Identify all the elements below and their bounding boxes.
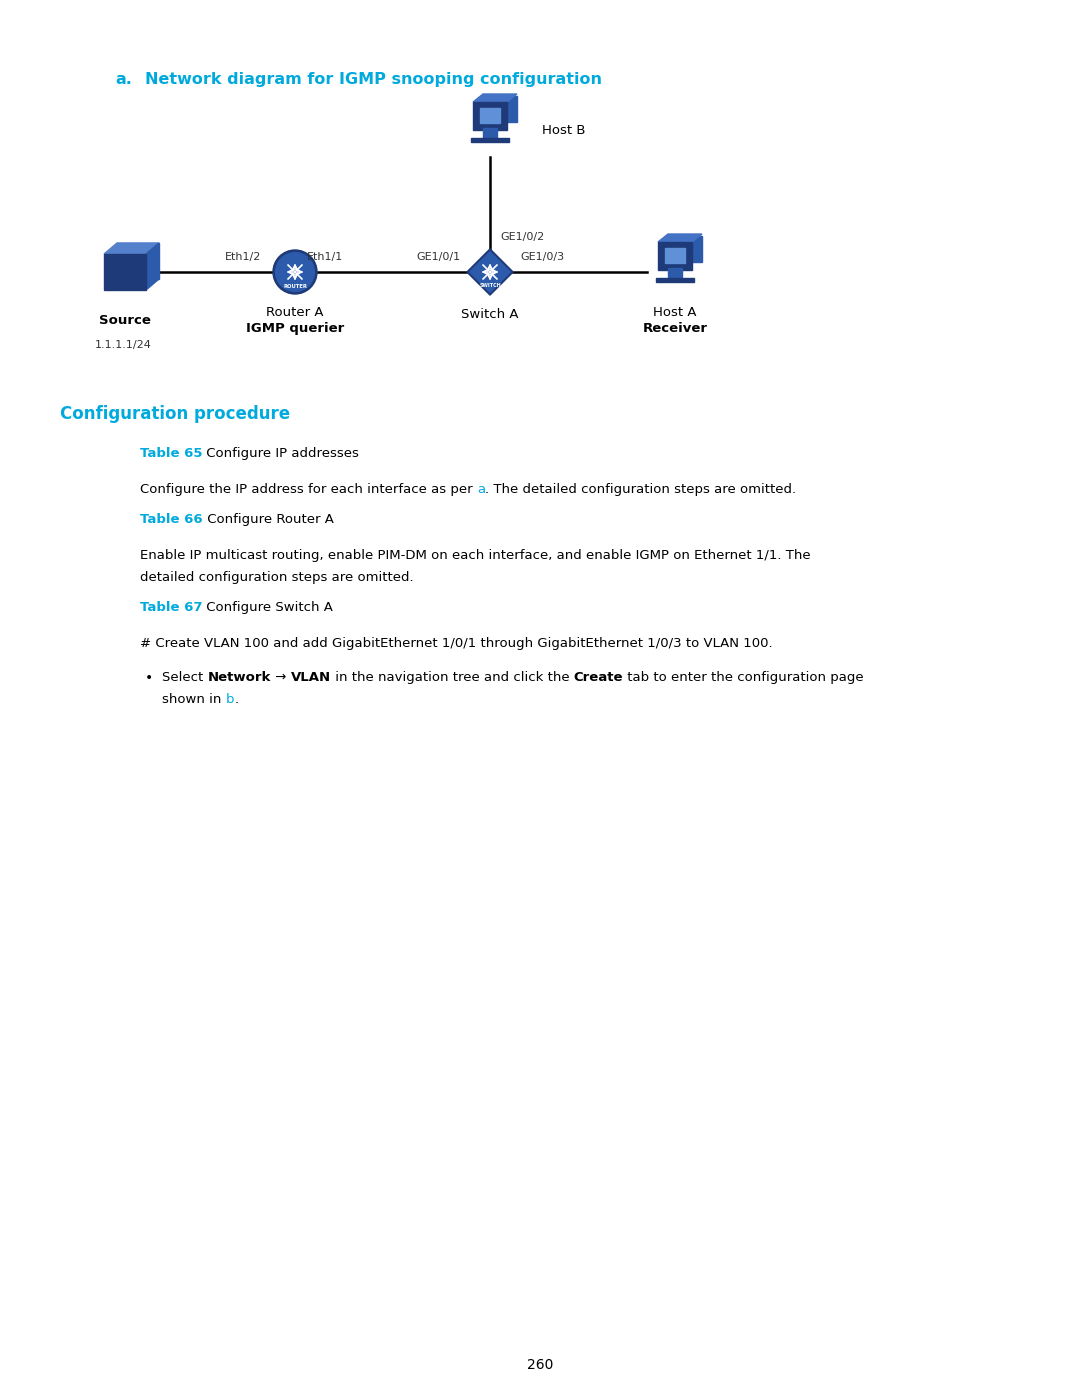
Text: ROUTER: ROUTER (283, 285, 307, 289)
Text: Enable IP multicast routing, enable PIM-DM on each interface, and enable IGMP on: Enable IP multicast routing, enable PIM-… (140, 549, 811, 562)
Text: GE1/0/1: GE1/0/1 (416, 251, 460, 263)
Text: Host A: Host A (653, 306, 697, 319)
Text: Configure Router A: Configure Router A (203, 513, 334, 527)
Text: Create: Create (573, 671, 623, 685)
Text: . The detailed configuration steps are omitted.: . The detailed configuration steps are o… (485, 483, 796, 496)
Text: GE1/0/3: GE1/0/3 (519, 251, 564, 263)
Circle shape (273, 250, 318, 293)
Polygon shape (657, 278, 693, 282)
Text: SWITCH: SWITCH (480, 282, 501, 288)
Text: Network diagram for IGMP snooping configuration: Network diagram for IGMP snooping config… (145, 73, 602, 87)
Text: 260: 260 (527, 1358, 553, 1372)
Text: .: . (234, 693, 239, 705)
Text: a.: a. (114, 73, 132, 87)
Text: tab to enter the configuration page: tab to enter the configuration page (623, 671, 864, 685)
Text: Source: Source (99, 314, 151, 327)
Text: Receiver: Receiver (643, 321, 707, 335)
Text: Configure the IP address for each interface as per: Configure the IP address for each interf… (140, 483, 477, 496)
Polygon shape (117, 243, 159, 279)
Polygon shape (473, 94, 517, 102)
Text: shown in: shown in (162, 693, 226, 705)
Text: Network: Network (207, 671, 271, 685)
Text: IGMP querier: IGMP querier (246, 321, 345, 335)
Text: Eth1/2: Eth1/2 (225, 251, 261, 263)
Polygon shape (104, 254, 146, 291)
Polygon shape (146, 243, 159, 291)
Polygon shape (669, 236, 702, 263)
Polygon shape (471, 138, 509, 142)
Polygon shape (467, 249, 513, 295)
Text: VLAN: VLAN (291, 671, 330, 685)
Text: Select: Select (162, 671, 207, 685)
Polygon shape (658, 242, 692, 270)
Text: Configuration procedure: Configuration procedure (60, 405, 291, 423)
Text: Switch A: Switch A (461, 307, 518, 321)
Text: Configure Switch A: Configure Switch A (203, 601, 334, 615)
Polygon shape (483, 96, 517, 122)
Polygon shape (470, 251, 510, 292)
Polygon shape (658, 235, 702, 242)
Text: GE1/0/2: GE1/0/2 (500, 232, 544, 242)
Polygon shape (665, 247, 685, 263)
Text: Table 67: Table 67 (140, 601, 203, 615)
Text: a: a (477, 483, 485, 496)
Text: Table 65: Table 65 (140, 447, 203, 460)
Text: in the navigation tree and click the: in the navigation tree and click the (330, 671, 573, 685)
Text: Table 66: Table 66 (140, 513, 203, 527)
Polygon shape (473, 102, 507, 130)
Text: →: → (271, 671, 291, 685)
Text: Configure IP addresses: Configure IP addresses (203, 447, 360, 460)
Circle shape (275, 253, 314, 292)
Text: b: b (226, 693, 234, 705)
Text: Eth1/1: Eth1/1 (307, 251, 343, 263)
Polygon shape (104, 243, 159, 254)
Text: Router A: Router A (267, 306, 324, 319)
Text: •: • (145, 671, 153, 685)
Text: Host B: Host B (542, 123, 585, 137)
Polygon shape (480, 108, 500, 123)
Polygon shape (483, 129, 497, 138)
Text: 1.1.1.1/24: 1.1.1.1/24 (95, 339, 152, 351)
Text: detailed configuration steps are omitted.: detailed configuration steps are omitted… (140, 571, 414, 584)
Text: # Create VLAN 100 and add GigabitEthernet 1/0/1 through GigabitEthernet 1/0/3 to: # Create VLAN 100 and add GigabitEtherne… (140, 637, 772, 650)
Polygon shape (669, 268, 681, 278)
